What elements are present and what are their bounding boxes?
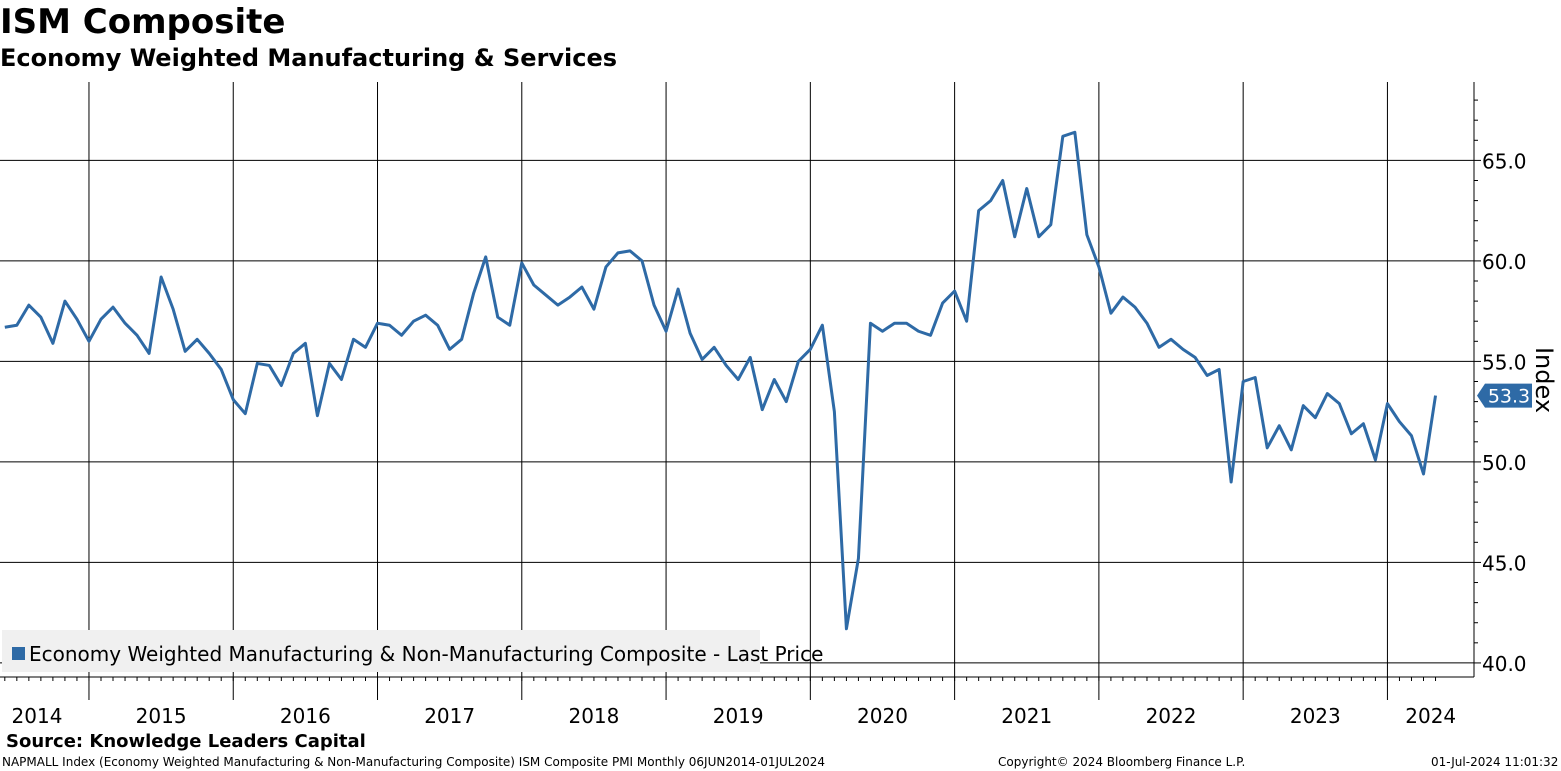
x-year-label: 2016 (280, 704, 331, 728)
x-year-label: 2018 (568, 704, 619, 728)
ticker-info: NAPMALL Index (Economy Weighted Manufact… (2, 755, 826, 769)
y-tick-label: 45.0 (1482, 551, 1527, 575)
y-tick-label: 50.0 (1482, 451, 1527, 475)
series-line (4, 130, 1438, 631)
chart-subtitle: Economy Weighted Manufacturing & Service… (0, 44, 618, 72)
legend-background (2, 630, 760, 672)
legend-entry: Economy Weighted Manufacturing & Non-Man… (29, 642, 823, 666)
x-year-label: 2022 (1146, 704, 1197, 728)
copyright: Copyright© 2024 Bloomberg Finance L.P. (998, 755, 1246, 769)
x-year-label: 2024 (1405, 704, 1456, 728)
y-tick-label: 60.0 (1482, 250, 1527, 274)
x-year-label: 2015 (136, 704, 187, 728)
timestamp: 01-Jul-2024 11:01:32 (1431, 755, 1559, 769)
grid (0, 82, 1474, 700)
x-year-label: 2014 (12, 704, 63, 728)
y-tick-label: 40.0 (1482, 652, 1527, 676)
x-year-label: 2017 (424, 704, 475, 728)
series (4, 130, 1438, 631)
legend: Economy Weighted Manufacturing & Non-Man… (2, 630, 823, 672)
last-value-marker: 53.3 (1477, 383, 1532, 408)
x-year-label: 2020 (857, 704, 908, 728)
last-value-label: 53.3 (1488, 386, 1530, 408)
x-year-label: 2021 (1001, 704, 1052, 728)
legend-swatch (12, 647, 25, 660)
y-axis-title: Index (1530, 347, 1558, 413)
chart-title: ISM Composite (0, 2, 286, 42)
y-tick-label: 55.0 (1482, 350, 1527, 374)
y-tick-label: 65.0 (1482, 149, 1527, 173)
axes: 40.0 45.0 50.0 55.0 60.0 65.0 Index 2014 2015 201… (0, 82, 1558, 728)
x-year-label: 2019 (713, 704, 764, 728)
source-note: Source: Knowledge Leaders Capital (6, 731, 366, 752)
last-value-flag (1477, 383, 1532, 408)
x-year-label: 2023 (1290, 704, 1341, 728)
